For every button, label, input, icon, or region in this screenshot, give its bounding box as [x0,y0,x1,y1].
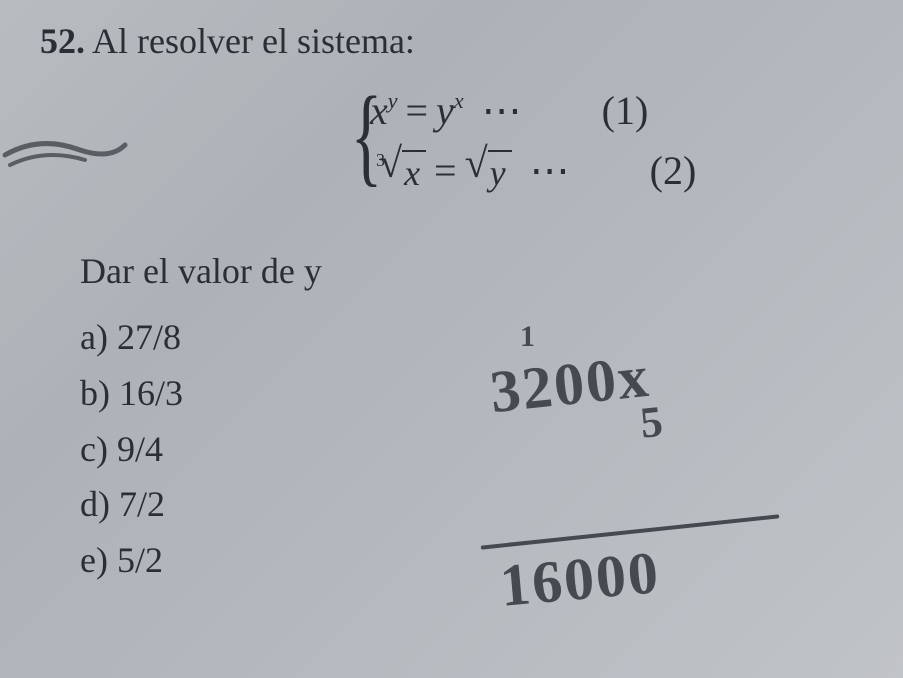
equation-2: 3 √ x = √ y ⋯ (2) [370,140,696,200]
equation-system: { xy = yx ⋯ (1) 3 √ x = √ y ⋯ (2) [370,80,696,200]
option-b: b) 16/3 [80,366,183,422]
handwriting-tick: 1 [520,320,535,354]
ellipsis: ⋯ [482,87,524,134]
eq1-lhs-exp: y [388,88,398,113]
eq1-label: (1) [602,87,649,134]
radical-icon: √ [379,144,402,184]
radical-icon: √ [465,144,488,184]
equation-1: xy = yx ⋯ (1) [370,80,696,140]
option-c: c) 9/4 [80,422,183,478]
option-d: d) 7/2 [80,477,183,533]
question-number: 52. [40,21,85,61]
pencil-scribble [0,130,130,180]
exam-page: 52. Al resolver el sistema: { xy = yx ⋯ … [0,0,903,678]
radicand-y: y [488,150,512,194]
radicand-x: x [402,150,426,194]
prompt-text: Dar el valor de y [80,250,322,292]
hw-5: 5 [638,395,667,448]
hw-3200x: 3200x [487,342,653,427]
option-a: a) 27/8 [80,310,183,366]
ellipsis: ⋯ [530,147,572,194]
cube-root: 3 √ x [370,146,426,194]
eq2-label: (2) [650,147,697,194]
handwriting-numerator: 3200x 5 [487,342,653,427]
handwriting-denominator: 16000 [497,538,662,621]
question-text: Al resolver el sistema: [92,21,415,61]
question-header: 52. Al resolver el sistema: [40,20,873,62]
eq1-rhs-exp: x [454,88,464,113]
equals-sign: = [406,87,429,134]
options-list: a) 27/8 b) 16/3 c) 9/4 d) 7/2 e) 5/2 [80,310,183,589]
eq1-rhs-base: y [436,88,454,133]
option-e: e) 5/2 [80,533,183,589]
square-root: √ y [465,146,512,194]
equals-sign: = [434,147,457,194]
